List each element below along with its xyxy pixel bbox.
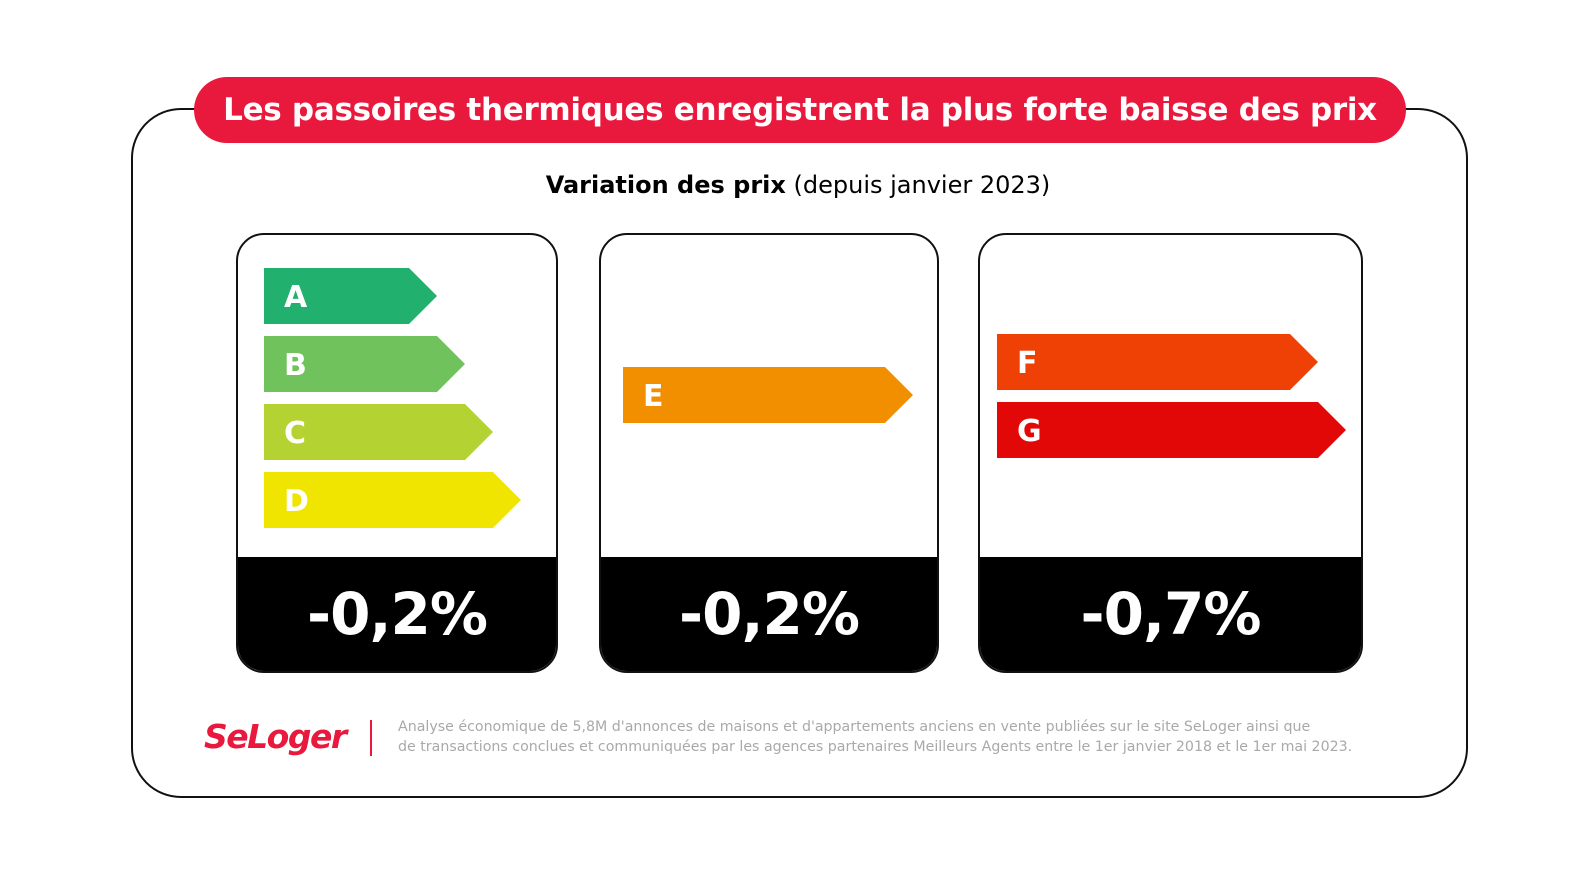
value-label-fg: -0,7% [980,557,1361,671]
chart-subtitle: Variation des prix (depuis janvier 2023) [0,171,1596,199]
footer-note-line-1: Analyse économique de 5,8M d'annonces de… [398,719,1311,735]
energy-class-arrow-a [264,268,437,324]
footer-note: Analyse économique de 5,8M d'annonces de… [398,717,1398,757]
energy-class-label-d: D [284,484,309,519]
energy-arrows-e: E [623,367,913,423]
energy-class-label-c: C [284,416,306,451]
value-label-e: -0,2% [601,557,937,671]
footer-note-line-2: de transactions conclues et communiquées… [398,739,1353,755]
chart-title: Les passoires thermiques enregistrent la… [194,77,1406,143]
energy-arrows-fg: FG [997,334,1346,458]
group-card-e: E -0,2% [599,233,939,673]
energy-class-arrow-g [997,402,1346,458]
subtitle-bold: Variation des prix [545,171,786,199]
value-label-abcd: -0,2% [238,557,556,671]
energy-class-label-a: A [284,280,308,315]
seloger-logo: SeLoger [204,717,347,756]
energy-class-arrow-c [264,404,493,460]
energy-class-label-e: E [643,379,664,414]
energy-class-arrow-f [997,334,1318,390]
energy-class-arrow-d [264,472,521,528]
energy-class-label-f: F [1017,346,1038,381]
energy-class-label-b: B [284,348,307,383]
footer-divider [370,720,372,756]
energy-class-label-g: G [1017,414,1042,449]
subtitle-normal: (depuis janvier 2023) [793,171,1051,199]
energy-class-arrow-b [264,336,465,392]
energy-class-arrow-e [623,367,913,423]
